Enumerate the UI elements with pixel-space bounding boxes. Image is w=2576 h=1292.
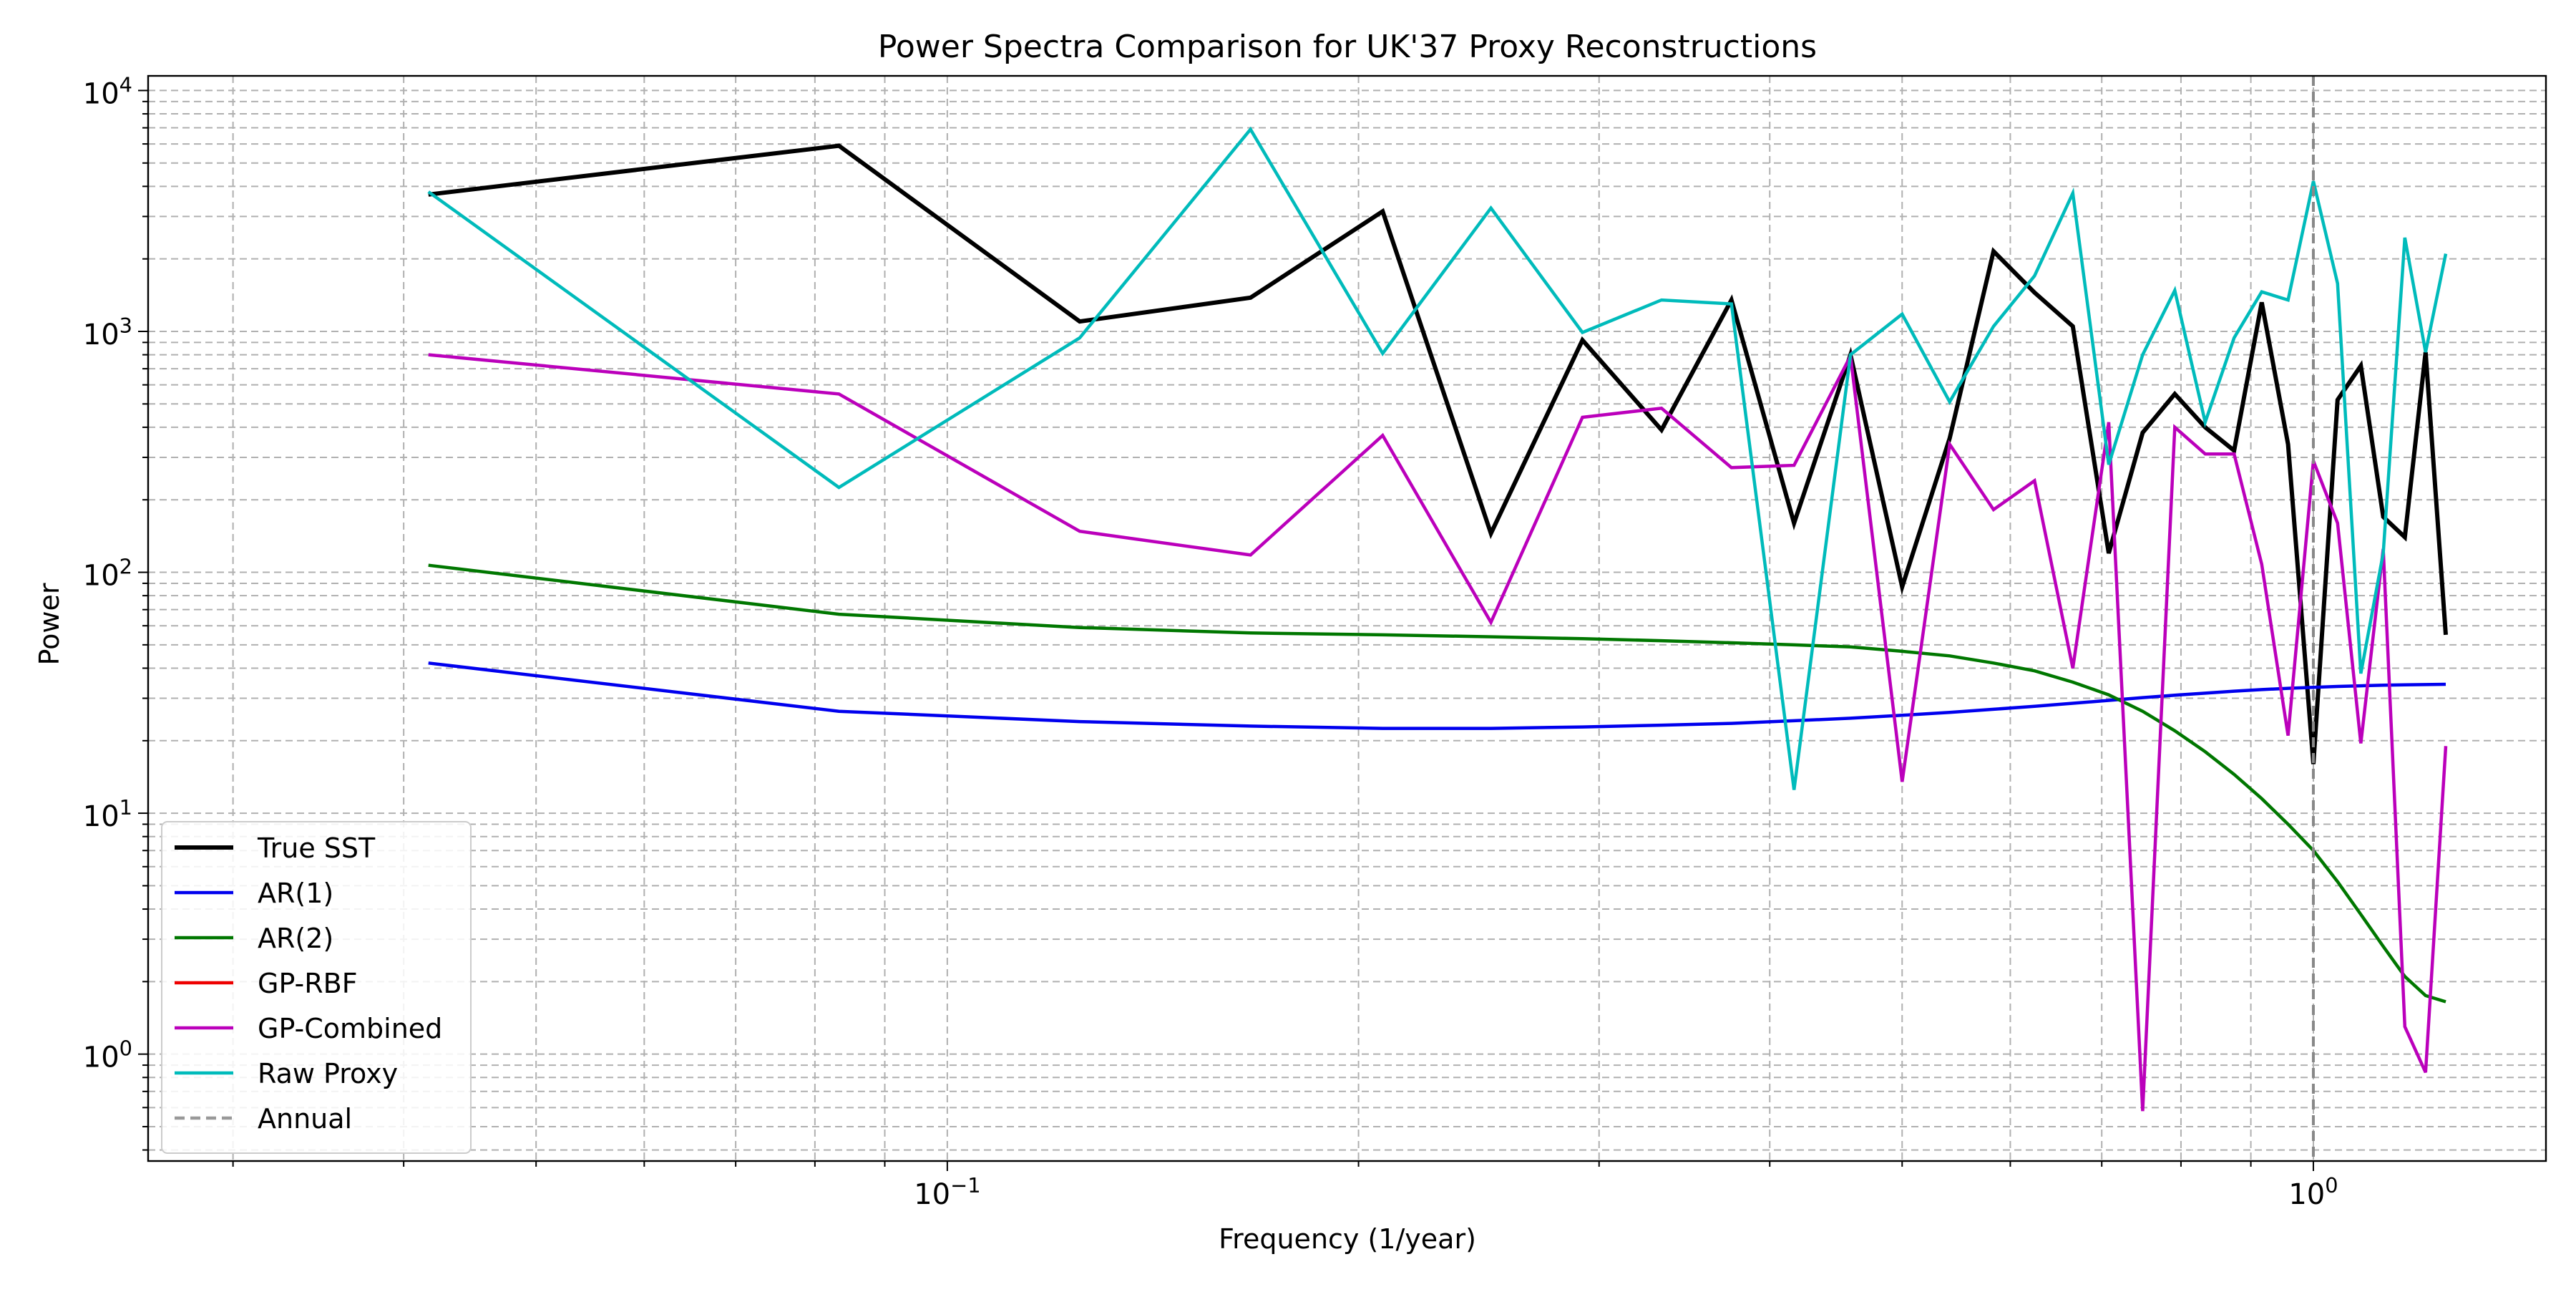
legend-label-gp-combined: GP-Combined (258, 1013, 442, 1044)
y-tick-label: 102 (83, 555, 132, 593)
legend-box (161, 821, 472, 1154)
series-gp-combined (428, 350, 2448, 1112)
y-tick-label: 101 (83, 795, 132, 833)
axis-ticks: 10−1 100 100 101 102 103 104 (83, 72, 2338, 1211)
legend-label-ar-2: AR(2) (258, 923, 333, 954)
series-lines (427, 126, 2448, 1112)
legend: True SST AR(1) AR(2) GP-RBF GP-Combined Raw P… (161, 821, 472, 1154)
series-true-sst (428, 143, 2448, 764)
grid-lines (148, 76, 2546, 1161)
y-axis-label: Power (34, 583, 65, 665)
x-tick-label: 10−1 (914, 1173, 980, 1211)
series-ar-2 (428, 563, 2446, 1004)
y-tick-label: 100 (83, 1036, 132, 1074)
series-raw-proxy (427, 126, 2448, 790)
legend-label-gp-rbf: GP-RBF (258, 968, 358, 999)
legend-label-annual: Annual (258, 1103, 352, 1135)
x-tick-label: 100 (2288, 1173, 2338, 1211)
legend-label-raw-proxy: Raw Proxy (258, 1058, 398, 1089)
chart-title: Power Spectra Comparison for UK'37 Proxy… (878, 29, 1817, 65)
legend-label-ar-1: AR(1) (258, 878, 333, 909)
plot-frame (147, 74, 2547, 1162)
y-tick-label: 103 (83, 314, 132, 351)
x-axis-label: Frequency (1/year) (1219, 1223, 1476, 1255)
legend-label-true-sst: True SST (257, 832, 376, 864)
y-tick-label: 104 (83, 72, 132, 110)
series-ar-1 (428, 661, 2446, 730)
